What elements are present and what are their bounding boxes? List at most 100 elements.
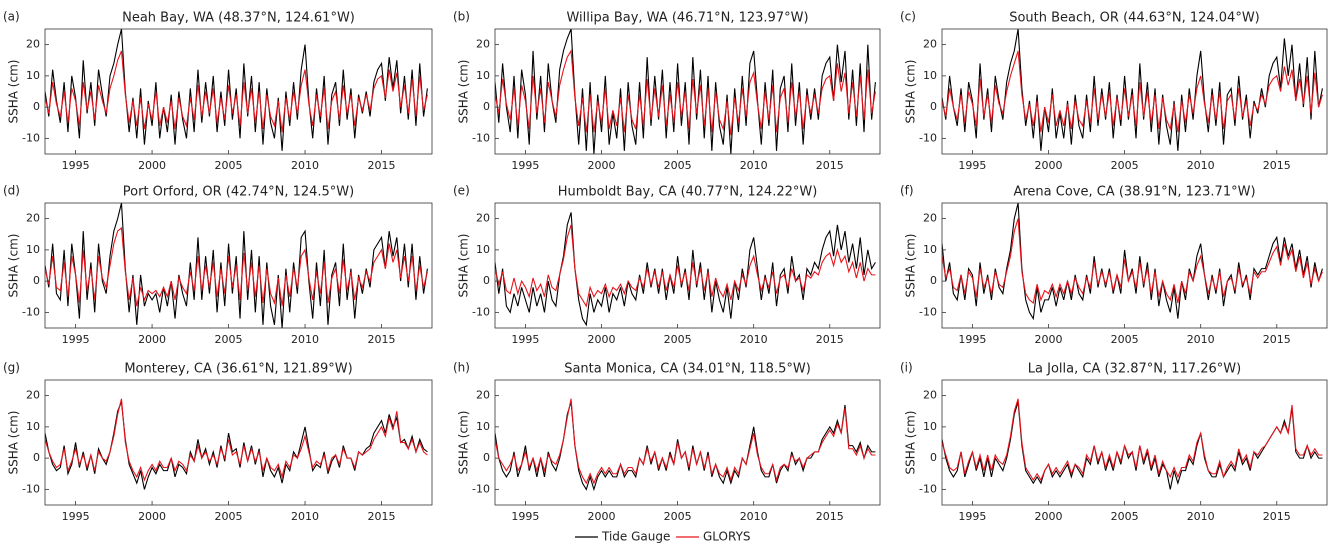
panel-title: La Jolla, CA (32.87°N, 117.26°W) xyxy=(1028,362,1241,377)
y-tick-label: 10 xyxy=(923,69,937,82)
y-axis-label: SSHA (cm) xyxy=(7,234,21,298)
series-line xyxy=(942,29,1323,151)
y-tick-label: 10 xyxy=(923,420,937,433)
series-line xyxy=(942,203,1323,321)
panel: (b) Willipa Bay, WA (46.71°N, 123.97°W) SS… xyxy=(453,10,881,172)
axes-box xyxy=(941,379,1328,506)
series-line xyxy=(495,224,876,308)
series-line xyxy=(495,212,876,327)
y-tick-label: 20 xyxy=(476,389,490,402)
y-tick-label: 0 xyxy=(33,100,40,113)
y-tick-label: 0 xyxy=(33,274,40,287)
panel: (e) Humboldt Bay, CA (40.77°N, 124.22°W) S… xyxy=(453,184,881,346)
y-tick-label: 20 xyxy=(476,212,490,225)
panel: (g) Monterey, CA (36.61°N, 121.89°W) SSHA … xyxy=(3,361,433,523)
y-axis-label: SSHA (cm) xyxy=(7,60,21,124)
y-tick-label: 20 xyxy=(476,38,490,51)
x-tick-label: 2010 xyxy=(291,510,319,523)
x-tick-label: 1995 xyxy=(511,510,539,523)
x-tick-label: 2000 xyxy=(588,333,616,346)
y-tick-label: 10 xyxy=(26,420,40,433)
y-tick-label: 10 xyxy=(476,420,490,433)
panel: (d) Port Orford, OR (42.74°N, 124.5°W) SSH… xyxy=(3,184,433,346)
y-tick-label: 0 xyxy=(483,274,490,287)
x-tick-label: 1995 xyxy=(62,333,90,346)
x-tick-label: 2005 xyxy=(215,159,243,172)
panel-label: (a) xyxy=(3,10,20,24)
panel-title: Santa Monica, CA (34.01°N, 118.5°W) xyxy=(564,362,811,377)
series-line xyxy=(45,398,428,482)
panel-label: (d) xyxy=(3,184,20,198)
y-axis-label: SSHA (cm) xyxy=(457,234,471,298)
x-tick-label: 2015 xyxy=(1263,333,1291,346)
x-tick-label: 2010 xyxy=(1187,159,1215,172)
legend: Tide Gauge GLORYS xyxy=(575,530,751,544)
y-tick-label: -10 xyxy=(472,131,490,144)
x-tick-label: 2015 xyxy=(816,159,844,172)
y-tick-label: 0 xyxy=(930,451,937,464)
y-tick-label: 20 xyxy=(26,212,40,225)
panel-label: (e) xyxy=(453,184,470,198)
x-tick-label: 2010 xyxy=(1187,333,1215,346)
plot-area xyxy=(942,29,1323,151)
x-tick-label: 1995 xyxy=(958,159,986,172)
y-tick-label: 10 xyxy=(26,243,40,256)
x-tick-label: 2000 xyxy=(588,159,616,172)
y-tick-label: -10 xyxy=(472,482,490,495)
panel: (i) La Jolla, CA (32.87°N, 117.26°W) SSHA … xyxy=(900,361,1328,523)
y-axis-label: SSHA (cm) xyxy=(457,411,471,475)
x-tick-label: 2005 xyxy=(664,333,692,346)
x-tick-label: 2005 xyxy=(1111,159,1139,172)
panel-title: South Beach, OR (44.63°N, 124.04°W) xyxy=(1009,11,1260,26)
x-tick-label: 2015 xyxy=(368,510,396,523)
x-tick-label: 2015 xyxy=(368,333,396,346)
series-line xyxy=(495,49,876,136)
axes-box xyxy=(941,28,1328,155)
x-tick-label: 2000 xyxy=(1035,510,1063,523)
x-tick-label: 2000 xyxy=(138,159,166,172)
x-tick-label: 2005 xyxy=(664,159,692,172)
series-line xyxy=(45,401,428,490)
panel-title: Arena Cove, CA (38.91°N, 123.71°W) xyxy=(1013,185,1255,200)
y-axis-label: SSHA (cm) xyxy=(904,60,918,124)
y-tick-label: 10 xyxy=(923,243,937,256)
plot-area xyxy=(495,29,876,154)
y-tick-label: 20 xyxy=(923,389,937,402)
plot-area xyxy=(942,398,1323,490)
y-tick-label: -10 xyxy=(919,131,937,144)
y-tick-label: 20 xyxy=(923,212,937,225)
y-tick-label: 0 xyxy=(483,100,490,113)
panel-title: Willipa Bay, WA (46.71°N, 123.97°W) xyxy=(566,11,808,26)
panel-label: (b) xyxy=(453,10,470,24)
y-tick-label: -10 xyxy=(22,131,40,144)
y-tick-label: 20 xyxy=(923,38,937,51)
y-axis-label: SSHA (cm) xyxy=(904,411,918,475)
x-tick-label: 1995 xyxy=(511,159,539,172)
plot-area xyxy=(495,212,876,327)
legend-label: Tide Gauge xyxy=(601,530,670,544)
series-line xyxy=(45,29,428,151)
panel: (c) South Beach, OR (44.63°N, 124.04°W) SS… xyxy=(900,10,1328,172)
plot-area xyxy=(45,398,428,490)
x-tick-label: 2005 xyxy=(215,510,243,523)
x-tick-label: 2015 xyxy=(816,510,844,523)
plot-area xyxy=(942,203,1323,321)
plot-area xyxy=(45,29,428,151)
y-tick-label: 20 xyxy=(26,38,40,51)
axes-box xyxy=(494,28,881,155)
y-axis-label: SSHA (cm) xyxy=(904,234,918,298)
y-tick-label: -10 xyxy=(919,305,937,318)
series-line xyxy=(495,398,876,485)
x-tick-label: 2005 xyxy=(1111,510,1139,523)
x-tick-label: 1995 xyxy=(62,159,90,172)
panel-label: (c) xyxy=(900,10,916,24)
y-tick-label: -10 xyxy=(919,482,937,495)
series-line xyxy=(942,218,1323,305)
x-tick-label: 2010 xyxy=(740,510,768,523)
series-line xyxy=(942,50,1323,133)
x-tick-label: 1995 xyxy=(958,333,986,346)
series-line xyxy=(495,401,876,492)
x-tick-label: 1995 xyxy=(511,333,539,346)
series-line xyxy=(45,50,428,133)
x-tick-label: 2000 xyxy=(138,510,166,523)
